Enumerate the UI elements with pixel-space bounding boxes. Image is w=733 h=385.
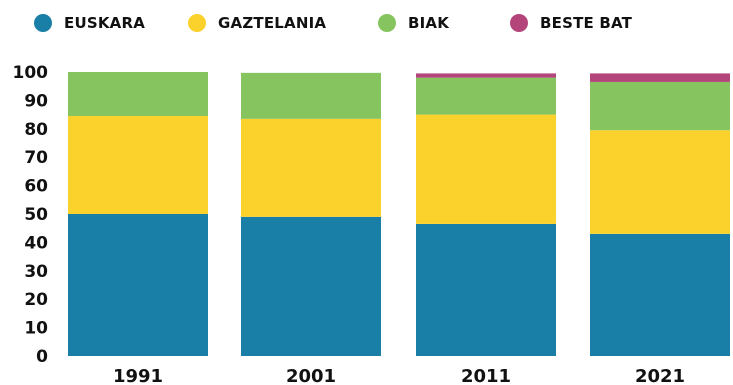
bar-segment-beste-bat [590, 73, 730, 82]
legend: EUSKARA GAZTELANIA BIAK BESTE BAT [0, 0, 733, 50]
legend-label-beste-bat: BESTE BAT [540, 14, 633, 32]
legend-label-gaztelania: GAZTELANIA [218, 14, 327, 32]
legend-item-gaztelania: GAZTELANIA [188, 14, 326, 32]
x-tick-label: 2001 [286, 366, 336, 385]
legend-swatch-biak [378, 14, 396, 32]
legend-swatch-beste-bat [510, 14, 528, 32]
bar-segment-biak [416, 77, 556, 115]
x-tick-label: 1991 [113, 366, 163, 385]
bar-segment-euskara [68, 214, 208, 356]
legend-item-beste-bat: BESTE BAT [510, 14, 632, 32]
bar-segment-euskara [590, 233, 730, 356]
bar-segment-euskara [241, 216, 381, 356]
bar-stack-2021 [590, 73, 730, 356]
legend-item-euskara: EUSKARA [34, 14, 145, 32]
bar-segment-gaztelania [590, 130, 730, 234]
bar-segment-biak [241, 72, 381, 119]
bar-segment-biak [68, 72, 208, 117]
bar-segment-gaztelania [416, 114, 556, 224]
y-tick-label: 100 [13, 63, 49, 83]
y-tick-label: 90 [24, 91, 48, 111]
y-tick-label: 60 [24, 177, 48, 197]
bar-stack-1991 [68, 72, 208, 356]
y-tick-label: 10 [24, 319, 48, 339]
bar-segment-biak [590, 81, 730, 131]
legend-label-biak: BIAK [408, 14, 450, 32]
bar-segment-euskara [416, 223, 556, 356]
y-tick-label: 70 [24, 148, 48, 168]
y-tick-label: 80 [24, 120, 48, 140]
bar-stack-2001 [241, 72, 381, 356]
legend-label-euskara: EUSKARA [64, 14, 146, 32]
bars [68, 72, 730, 356]
x-tick-label: 2011 [461, 366, 511, 385]
x-axis: 1991 2001 2011 2021 [113, 366, 685, 385]
legend-swatch-gaztelania [188, 14, 206, 32]
bar-segment-gaztelania [241, 118, 381, 217]
y-axis: 0 10 20 30 40 50 60 70 80 90 100 [13, 63, 49, 367]
x-tick-label: 2021 [635, 366, 685, 385]
legend-item-biak: BIAK [378, 14, 449, 32]
y-tick-label: 0 [36, 347, 48, 367]
bar-segment-gaztelania [68, 116, 208, 214]
bar-stack-2011 [416, 73, 556, 356]
y-tick-label: 30 [24, 262, 48, 282]
y-tick-label: 40 [24, 233, 48, 253]
bar-segment-beste-bat [416, 73, 556, 78]
legend-swatch-euskara [34, 14, 52, 32]
y-tick-label: 20 [24, 290, 48, 310]
y-tick-label: 50 [24, 205, 48, 225]
